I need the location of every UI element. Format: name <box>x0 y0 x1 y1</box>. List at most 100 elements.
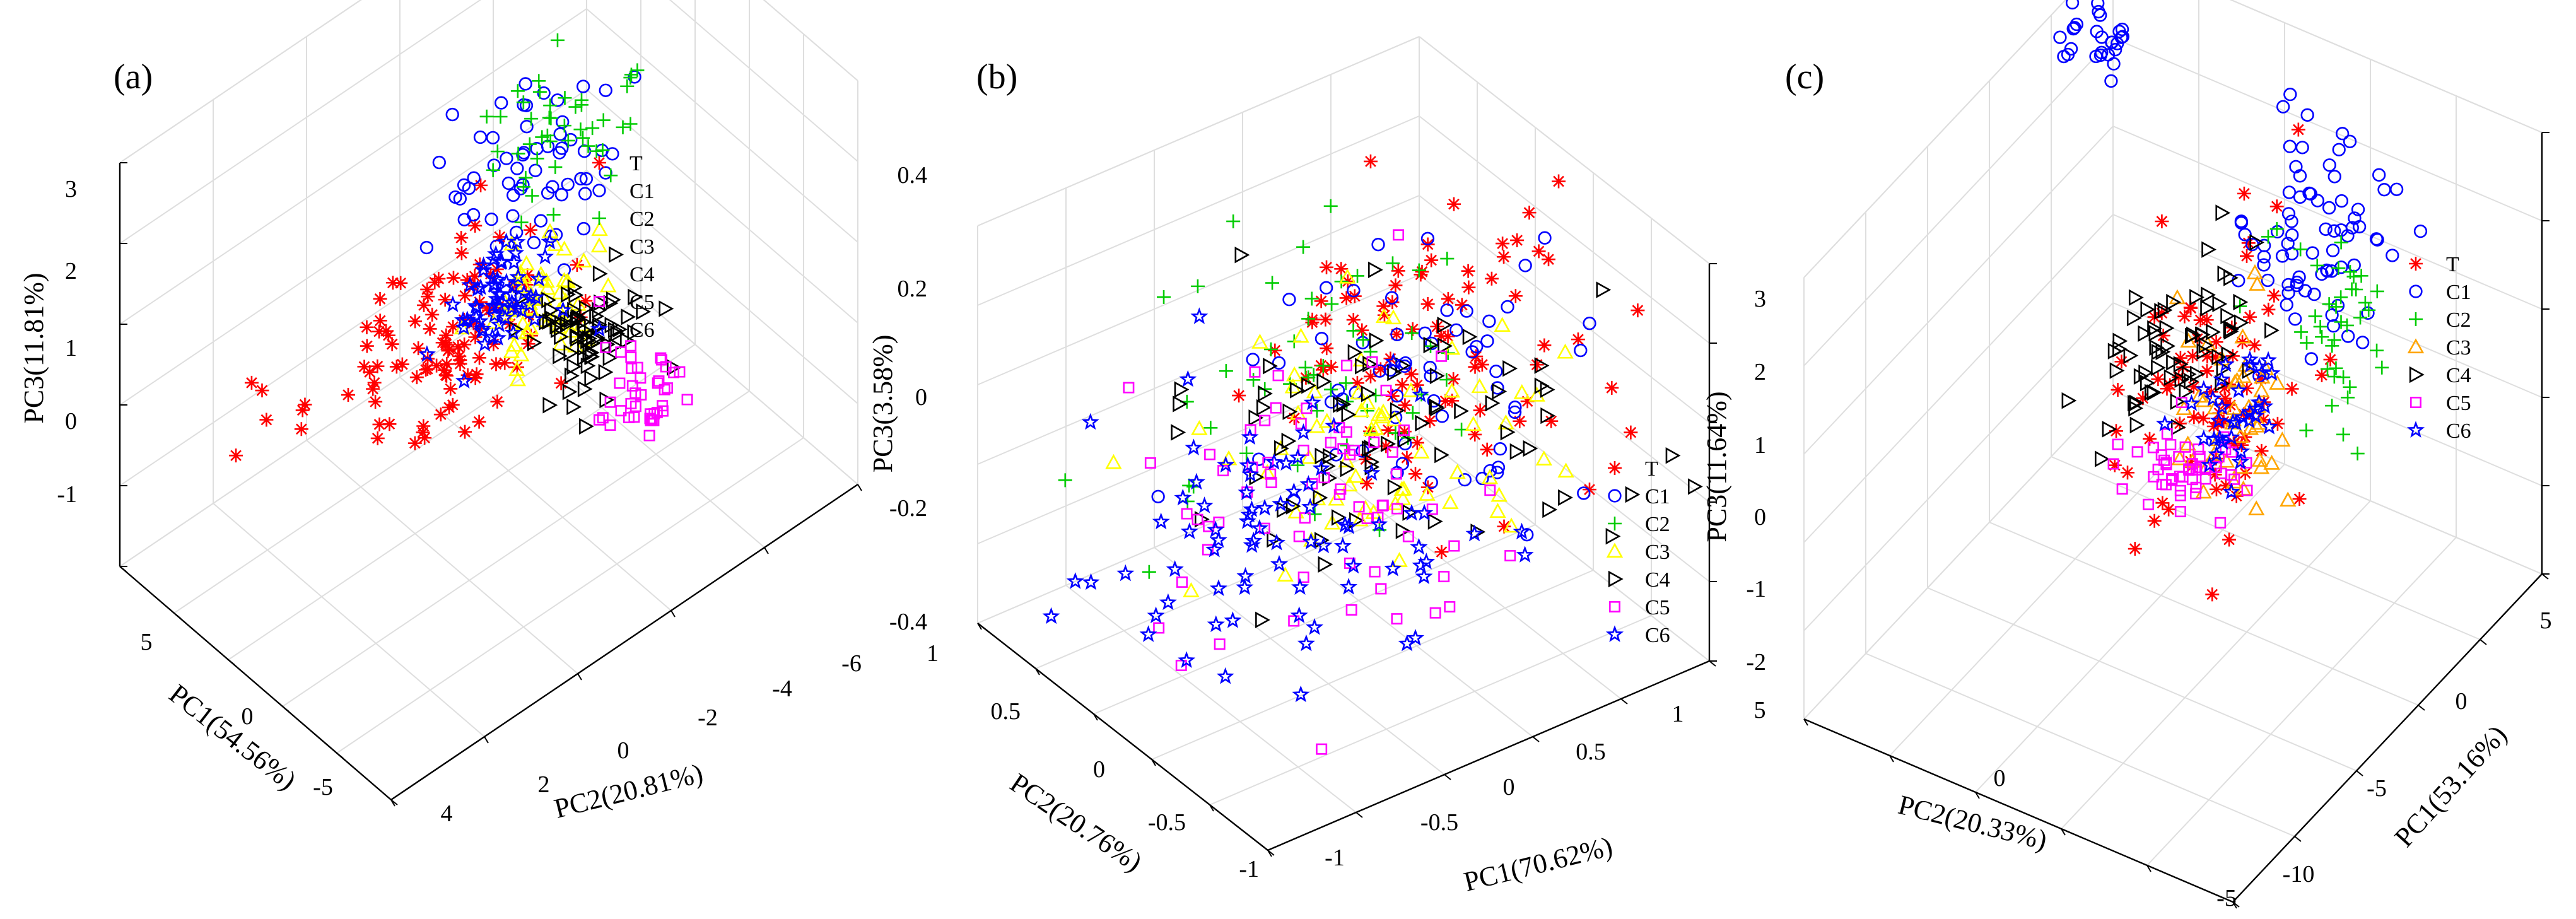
data-point <box>487 158 501 172</box>
data-point <box>1448 540 1460 552</box>
data-point <box>1441 329 1455 344</box>
data-point <box>2201 286 2216 303</box>
tick-mark <box>1975 792 1980 799</box>
data-point <box>2325 339 2339 353</box>
legend-label: C3 <box>2446 336 2471 360</box>
data-point <box>2147 442 2159 454</box>
data-point <box>1282 403 1298 420</box>
data-point <box>2208 350 2223 365</box>
data-point <box>2133 368 2149 385</box>
grid-line <box>586 89 858 324</box>
data-point <box>2291 122 2305 137</box>
panel-b-xtick: -0.5 <box>1420 809 1458 836</box>
data-point <box>1306 383 1323 399</box>
data-point <box>2300 108 2314 122</box>
grid-line <box>1803 390 2114 720</box>
data-point <box>1402 530 1414 542</box>
data-point <box>1344 556 1362 574</box>
grid-line <box>228 344 696 660</box>
data-point <box>653 375 665 387</box>
data-point <box>460 368 475 382</box>
data-point <box>569 327 585 345</box>
legend-symbol <box>1609 600 1621 612</box>
data-point <box>1324 360 1338 374</box>
data-point <box>1209 579 1227 597</box>
data-point <box>1443 382 1460 398</box>
data-point <box>1419 486 1436 501</box>
data-point <box>630 63 645 78</box>
data-point <box>1243 500 1261 517</box>
data-point <box>524 329 538 343</box>
data-point <box>1388 426 1403 440</box>
data-point <box>1301 448 1318 464</box>
data-point <box>623 117 638 131</box>
data-point <box>2229 489 2244 503</box>
data-point <box>2293 242 2308 257</box>
data-point <box>2389 182 2404 196</box>
data-point <box>366 382 380 396</box>
grid-line <box>586 170 858 404</box>
data-point <box>2200 349 2215 364</box>
data-point <box>2315 267 2329 281</box>
data-point <box>1384 352 1403 370</box>
data-point <box>1403 503 1421 521</box>
data-point <box>2201 241 2217 258</box>
data-point <box>518 77 532 91</box>
data-point <box>594 414 606 426</box>
data-point <box>1380 384 1392 396</box>
data-point <box>550 321 566 339</box>
data-point <box>455 372 473 389</box>
data-point <box>1274 440 1289 457</box>
data-point <box>577 329 592 346</box>
panel-b-ztick: 0.4 <box>898 162 928 189</box>
data-point <box>2280 298 2293 312</box>
data-point <box>506 188 520 202</box>
legend-label: C1 <box>629 180 655 203</box>
data-point <box>1557 462 1574 478</box>
data-point <box>1367 261 1383 279</box>
data-point <box>394 276 408 290</box>
data-point <box>518 324 536 339</box>
data-point <box>615 405 627 417</box>
data-point <box>2154 303 2170 320</box>
data-point <box>563 312 579 329</box>
data-point <box>1255 611 1270 629</box>
data-point <box>1239 446 1254 460</box>
data-point <box>1287 411 1301 425</box>
data-point <box>1385 295 1400 310</box>
data-point <box>568 100 583 114</box>
data-point <box>668 366 680 378</box>
data-point <box>1687 478 1703 495</box>
data-point <box>589 144 604 158</box>
data-point <box>430 358 444 373</box>
data-point <box>472 322 491 339</box>
grid-line <box>586 8 858 243</box>
legend-symbol <box>2409 312 2423 326</box>
data-point <box>1395 378 1409 392</box>
data-point <box>1323 448 1338 465</box>
data-point <box>1415 414 1431 432</box>
data-point <box>1393 229 1405 241</box>
panel-c-zlabel: PC3(11.64%) <box>1701 391 1732 542</box>
grid-line <box>1975 464 2285 793</box>
data-point <box>1557 343 1574 359</box>
data-point <box>1542 252 1556 267</box>
data-point <box>2260 417 2278 435</box>
data-point <box>2159 319 2175 337</box>
data-point <box>1256 399 1272 416</box>
data-point <box>2352 220 2367 234</box>
data-point <box>1538 231 1552 245</box>
tick-mark <box>173 612 181 619</box>
grid-line <box>977 274 1420 465</box>
data-point <box>467 296 485 314</box>
data-point <box>532 85 547 99</box>
data-point <box>1438 571 1450 583</box>
data-point <box>504 324 522 341</box>
data-point <box>1297 634 1315 652</box>
data-point <box>1294 423 1313 440</box>
data-point <box>1435 409 1449 423</box>
data-point <box>2155 496 2170 510</box>
data-point <box>566 398 582 416</box>
data-point <box>564 132 578 147</box>
